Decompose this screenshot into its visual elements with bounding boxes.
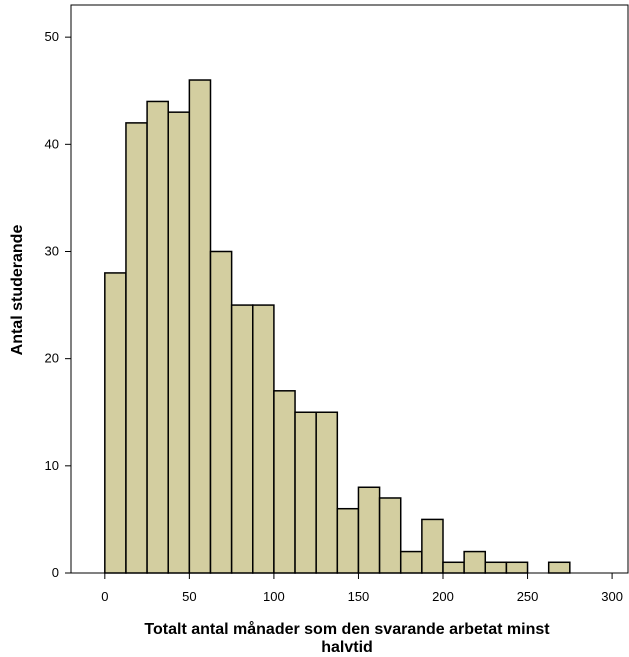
histogram-bar — [547, 561, 571, 574]
x-tick-label: 300 — [601, 589, 623, 604]
x-tick-label: 200 — [432, 589, 454, 604]
histogram-bar — [357, 486, 381, 574]
plot-frame — [70, 4, 629, 574]
y-tick-label: 40 — [45, 136, 59, 151]
histogram-bar — [104, 272, 127, 574]
histogram-bar — [421, 518, 444, 574]
bars-group — [104, 79, 571, 574]
histogram-bar — [146, 100, 169, 574]
histogram-bar — [167, 111, 191, 574]
x-axis-title-line-1: Totalt antal månader som den svarande ar… — [144, 620, 550, 638]
histogram-bar — [484, 561, 508, 574]
x-tick-label: 0 — [101, 589, 108, 604]
axes-group — [70, 4, 629, 574]
histogram-bar — [399, 550, 423, 574]
histogram-bar — [188, 79, 212, 574]
y-axis-title: Antal studerande — [9, 225, 26, 356]
x-tick-label: 100 — [263, 589, 285, 604]
histogram-bar — [252, 304, 275, 574]
y-tick-label: 30 — [45, 243, 59, 258]
y-tick-label: 10 — [45, 458, 59, 473]
x-axis-title-line-2: halvtid — [321, 639, 373, 656]
ticks-group: 0 50 100 150 200 250 300 0 10 20 30 40 50 — [45, 29, 623, 604]
y-tick-label: 50 — [45, 29, 59, 44]
histogram-bar — [505, 561, 529, 574]
y-tick-label: 20 — [45, 351, 59, 366]
histogram-bar — [378, 497, 402, 574]
histogram-bar — [315, 411, 339, 574]
histogram-bar — [442, 561, 465, 574]
histogram-bar — [273, 390, 296, 574]
histogram-bar — [125, 122, 148, 574]
histogram-bar — [463, 550, 487, 574]
x-tick-label: 250 — [517, 589, 539, 604]
histogram-bar — [209, 250, 233, 574]
histogram-bar — [294, 411, 317, 574]
x-tick-label: 50 — [182, 589, 196, 604]
histogram-bar — [230, 304, 254, 574]
x-tick-label: 150 — [348, 589, 370, 604]
histogram-bar — [336, 507, 360, 574]
y-tick-label: 0 — [52, 565, 59, 580]
